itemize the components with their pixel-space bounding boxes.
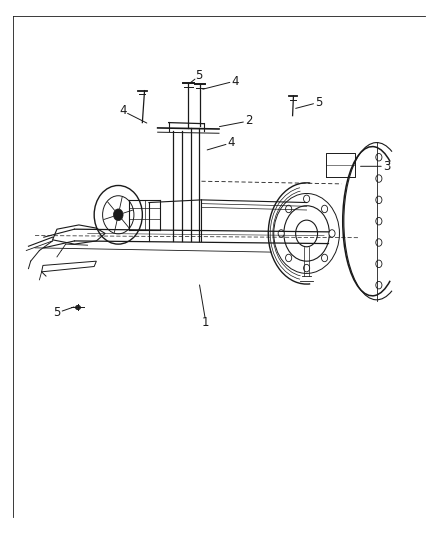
Text: 1: 1: [202, 316, 210, 329]
Text: 4: 4: [231, 75, 239, 87]
Circle shape: [113, 209, 123, 221]
Circle shape: [376, 217, 382, 225]
Circle shape: [376, 175, 382, 182]
Circle shape: [376, 281, 382, 289]
Circle shape: [376, 239, 382, 246]
Text: 5: 5: [196, 69, 203, 82]
Circle shape: [376, 154, 382, 161]
Circle shape: [286, 205, 292, 213]
Circle shape: [286, 254, 292, 262]
Text: 3: 3: [383, 160, 390, 173]
Text: 2: 2: [245, 115, 253, 127]
Circle shape: [321, 205, 328, 213]
Circle shape: [329, 230, 335, 237]
Circle shape: [376, 196, 382, 204]
Circle shape: [376, 260, 382, 268]
Text: 4: 4: [227, 136, 235, 149]
Circle shape: [304, 264, 310, 272]
Text: 5: 5: [315, 96, 322, 109]
Text: 5: 5: [53, 306, 60, 319]
Circle shape: [304, 195, 310, 203]
Circle shape: [321, 254, 328, 262]
Circle shape: [278, 230, 284, 237]
Text: 4: 4: [119, 104, 127, 117]
